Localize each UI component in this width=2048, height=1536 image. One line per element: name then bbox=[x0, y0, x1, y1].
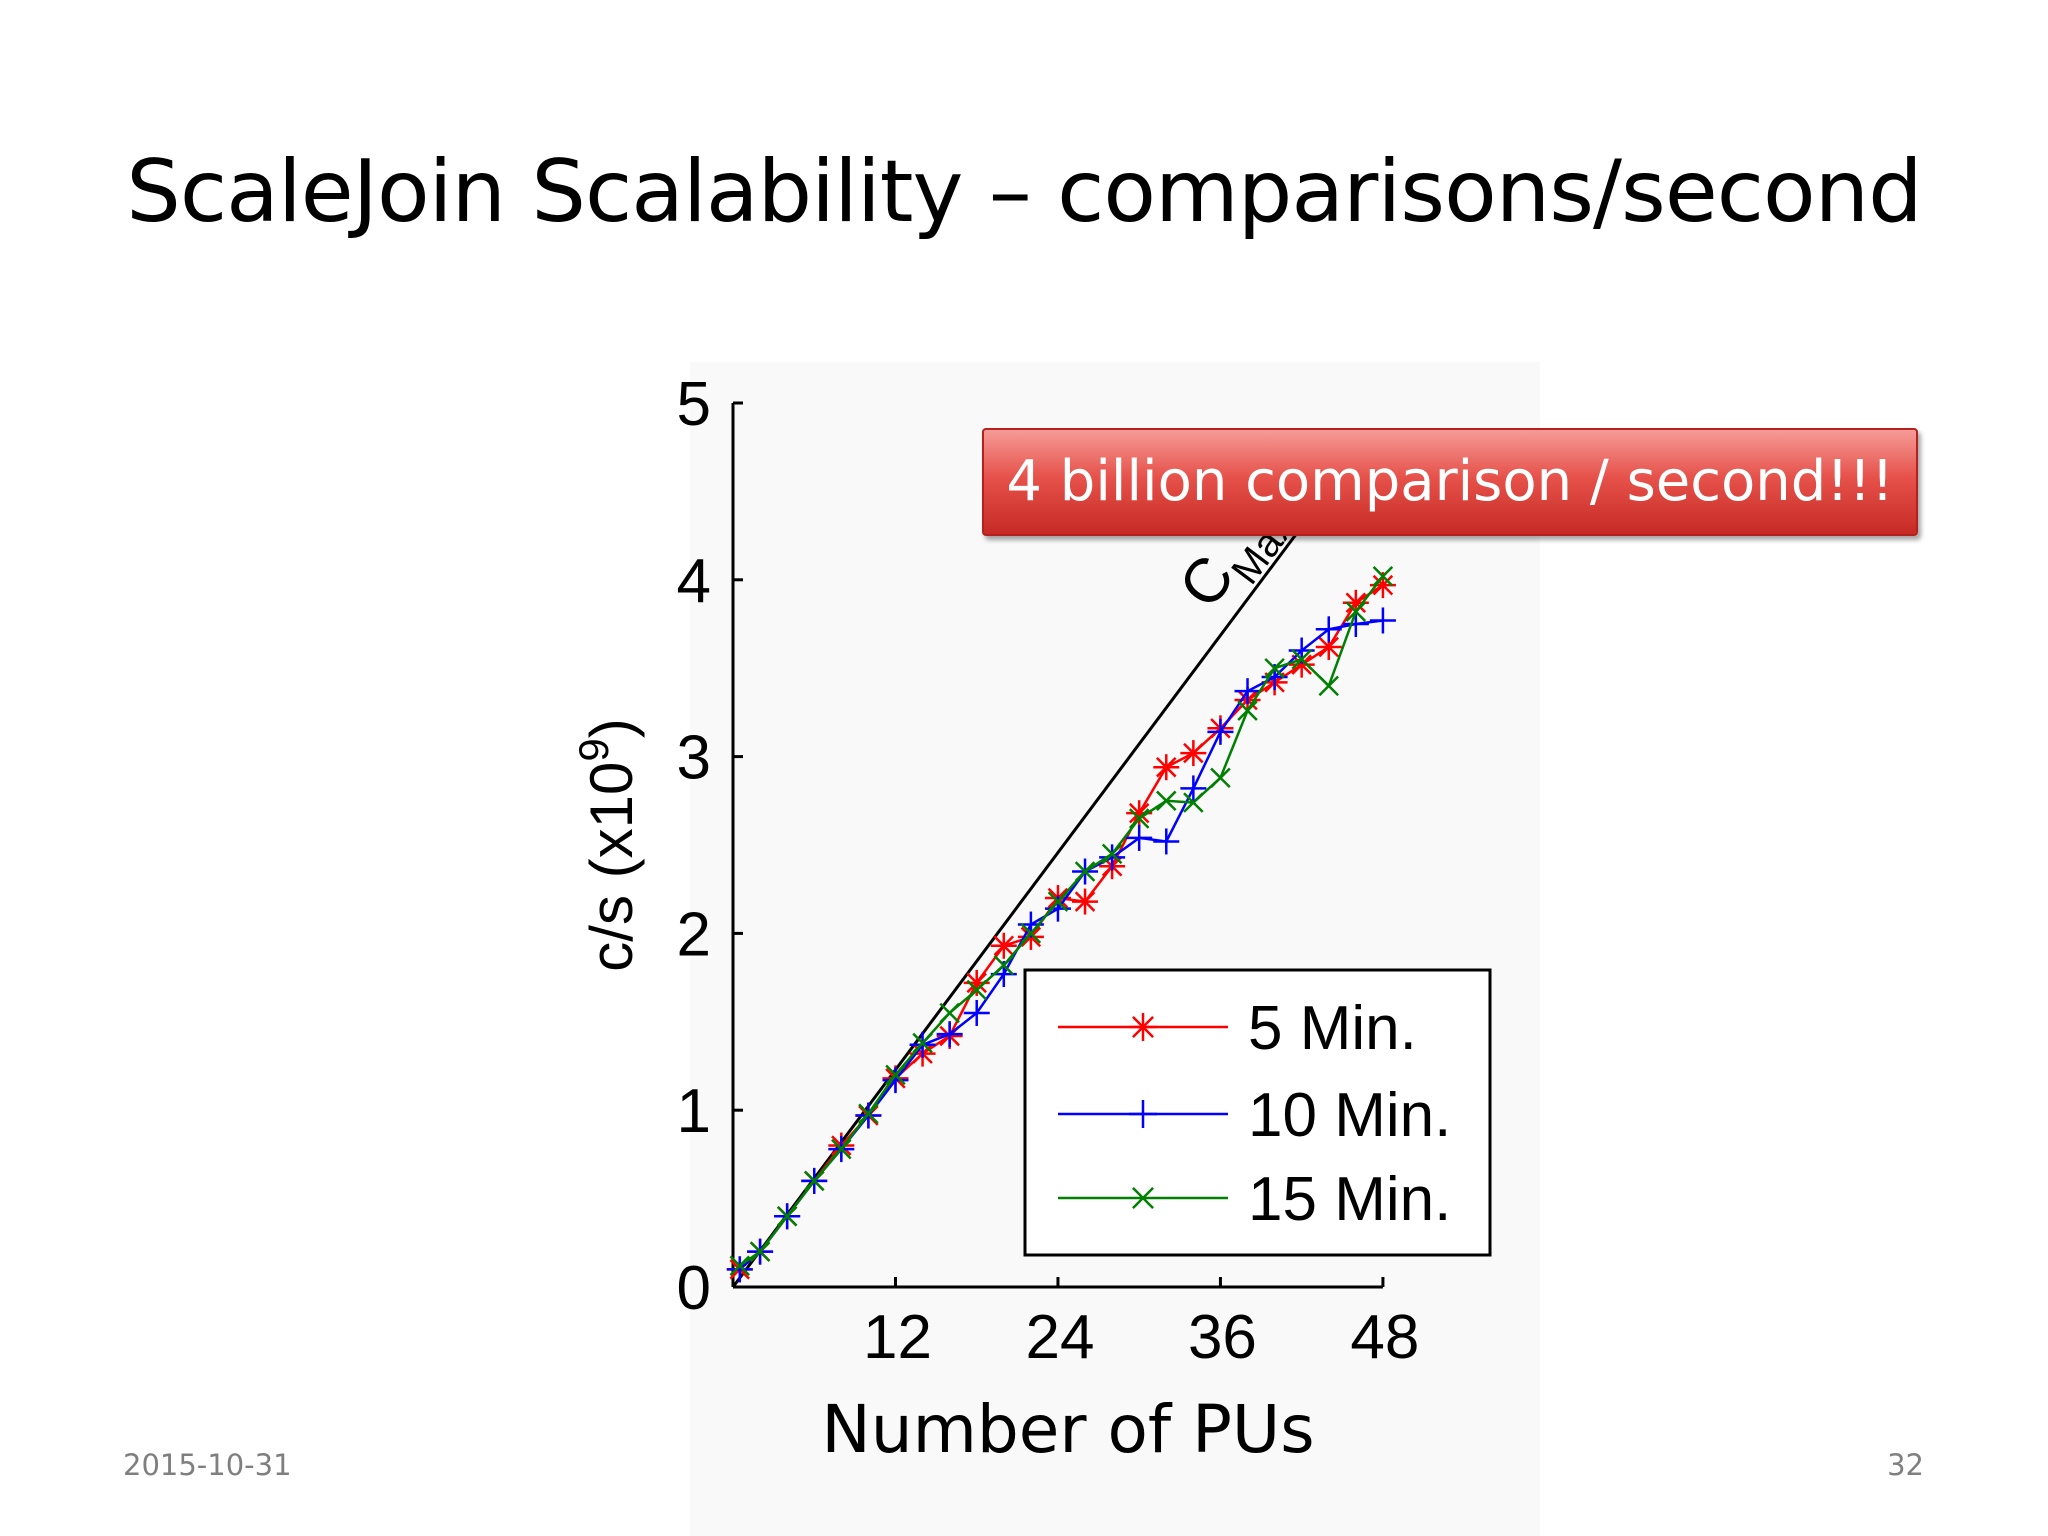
data-point bbox=[803, 1170, 825, 1192]
data-point bbox=[1153, 828, 1180, 855]
legend-entry: 5 Min. bbox=[1248, 994, 1417, 1063]
legend-marker bbox=[1129, 1013, 1157, 1041]
data-point bbox=[1047, 891, 1069, 912]
data-point bbox=[912, 1032, 933, 1054]
data-point bbox=[1101, 843, 1123, 865]
data-point bbox=[1020, 923, 1042, 944]
data-point bbox=[1291, 649, 1312, 670]
y-axis-label: c/s (x109) bbox=[570, 718, 645, 971]
slide-title: ScaleJoin Scalability – comparisons/seco… bbox=[126, 142, 1922, 242]
x-tick-label: 48 bbox=[1350, 1303, 1419, 1372]
data-point bbox=[1183, 792, 1204, 813]
y-tick-label: 0 bbox=[677, 1254, 711, 1323]
x-axis-label: Number of PUs bbox=[821, 1391, 1314, 1468]
legend-box bbox=[1023, 968, 1492, 1257]
data-point bbox=[1180, 740, 1207, 767]
data-point bbox=[1372, 566, 1394, 587]
data-point bbox=[885, 1064, 906, 1086]
data-point bbox=[1369, 607, 1396, 634]
data-point bbox=[1156, 790, 1177, 812]
data-point bbox=[1210, 767, 1231, 789]
data-point bbox=[1237, 700, 1258, 721]
y-tick-label: 4 bbox=[677, 547, 711, 616]
footer-date: 2015-10-31 bbox=[123, 1448, 292, 1482]
data-point bbox=[936, 1021, 963, 1048]
data-point bbox=[1345, 601, 1367, 622]
legend-marker bbox=[1129, 1100, 1157, 1128]
data-point bbox=[963, 999, 990, 1026]
data-point bbox=[1072, 888, 1099, 915]
data-point bbox=[831, 1138, 852, 1160]
legend-entry: 10 Min. bbox=[1248, 1081, 1451, 1150]
data-point bbox=[882, 1067, 909, 1094]
data-point bbox=[1180, 775, 1207, 802]
y-tick-label: 1 bbox=[677, 1077, 711, 1146]
chart-series bbox=[726, 566, 1396, 1283]
chart-legend: 5 Min. 10 Min. 15 Min. bbox=[1023, 968, 1492, 1257]
data-point bbox=[966, 979, 987, 1001]
x-tick-label: 12 bbox=[863, 1303, 932, 1372]
data-point bbox=[1099, 844, 1126, 871]
data-point bbox=[993, 954, 1015, 976]
y-tick-label: 2 bbox=[677, 900, 711, 969]
data-point bbox=[1207, 718, 1234, 745]
data-point bbox=[939, 1002, 960, 1024]
data-point bbox=[990, 932, 1017, 959]
callout-banner: 4 billion comparison / second!!! bbox=[982, 428, 1918, 536]
data-point bbox=[1126, 800, 1153, 827]
y-tick-label: 5 bbox=[677, 370, 711, 439]
data-point bbox=[1074, 861, 1096, 882]
legend-entry: 15 Min. bbox=[1248, 1165, 1451, 1234]
data-point bbox=[1342, 611, 1369, 637]
data-point bbox=[1318, 675, 1340, 697]
data-point bbox=[1128, 808, 1150, 829]
data-point bbox=[776, 1206, 798, 1227]
data-point bbox=[1126, 824, 1153, 851]
chart-background bbox=[690, 362, 1540, 1536]
y-tick-label: 3 bbox=[677, 724, 711, 793]
x-tick-label: 24 bbox=[1025, 1303, 1094, 1372]
data-point bbox=[858, 1103, 879, 1124]
data-point bbox=[1153, 754, 1180, 781]
data-point bbox=[729, 1255, 751, 1277]
series-3 bbox=[729, 566, 1394, 1277]
data-point bbox=[1264, 657, 1285, 679]
page-number: 32 bbox=[1887, 1448, 1924, 1482]
legend-marker bbox=[1132, 1187, 1154, 1209]
data-point bbox=[726, 1256, 753, 1283]
data-point bbox=[1315, 616, 1342, 643]
x-tick-label: 36 bbox=[1188, 1303, 1257, 1372]
cmax-line bbox=[731, 525, 1303, 1288]
data-point bbox=[1234, 678, 1261, 705]
data-point bbox=[749, 1241, 771, 1262]
